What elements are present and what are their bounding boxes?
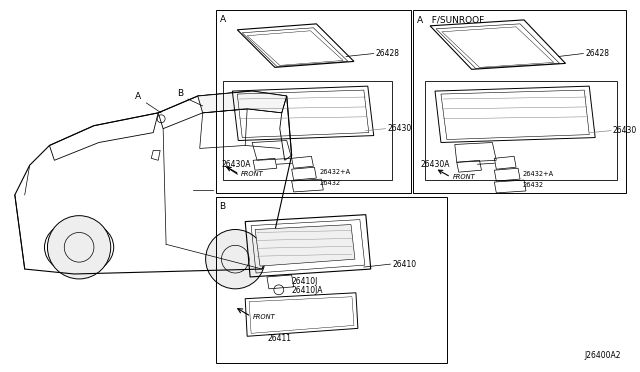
Text: A   F/SUNROOF: A F/SUNROOF bbox=[417, 15, 484, 25]
Text: 26410J: 26410J bbox=[292, 278, 318, 286]
Text: 26430A: 26430A bbox=[420, 160, 450, 169]
Bar bbox=[216, 10, 412, 193]
Text: 26432+A: 26432+A bbox=[319, 169, 351, 175]
Bar bbox=[413, 10, 626, 193]
Polygon shape bbox=[198, 91, 287, 113]
Text: B: B bbox=[177, 89, 183, 98]
Text: J26400A2: J26400A2 bbox=[584, 351, 621, 360]
Bar bbox=[223, 81, 392, 180]
Circle shape bbox=[47, 216, 111, 279]
Circle shape bbox=[205, 230, 265, 289]
Text: 26430: 26430 bbox=[388, 124, 412, 133]
Text: 26430A: 26430A bbox=[221, 160, 251, 169]
Text: FRONT: FRONT bbox=[241, 171, 264, 177]
Text: 26432: 26432 bbox=[319, 180, 340, 186]
Text: 26410JA: 26410JA bbox=[292, 286, 323, 295]
Polygon shape bbox=[255, 225, 355, 266]
Bar bbox=[425, 81, 617, 180]
Text: FRONT: FRONT bbox=[453, 174, 476, 180]
Text: 26430: 26430 bbox=[613, 126, 637, 135]
Bar bbox=[216, 197, 447, 363]
Text: 26432: 26432 bbox=[522, 182, 543, 188]
Text: B: B bbox=[220, 202, 226, 211]
Text: 26410: 26410 bbox=[392, 260, 417, 269]
Text: 26432+A: 26432+A bbox=[522, 171, 553, 177]
Text: 26428: 26428 bbox=[586, 49, 609, 58]
Text: FRONT: FRONT bbox=[253, 314, 276, 320]
Text: A: A bbox=[220, 15, 226, 25]
Text: A: A bbox=[135, 92, 141, 101]
Text: 26428: 26428 bbox=[376, 49, 400, 58]
Text: 26411: 26411 bbox=[268, 334, 292, 343]
